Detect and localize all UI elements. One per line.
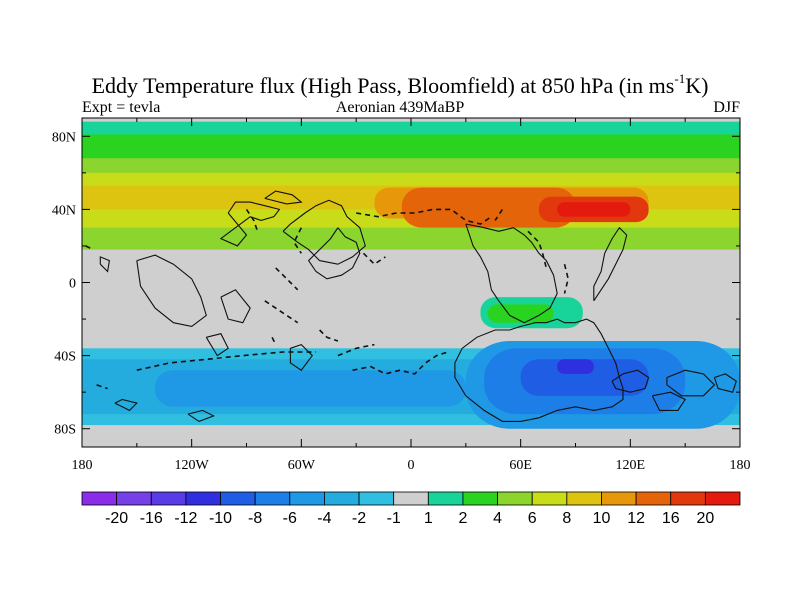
colorbar-label: -1 (387, 510, 401, 527)
colorbar-label: -6 (283, 510, 297, 527)
colorbar-label: -20 (105, 510, 128, 527)
x-tick-label: 0 (408, 458, 415, 473)
experiment-label: Expt = tevla (82, 99, 161, 116)
coastline-7 (205, 333, 229, 357)
flux-contour-band-8 (557, 202, 631, 217)
colorbar-label: 16 (662, 510, 680, 527)
colorbar-swatch (601, 491, 637, 506)
coastline-9 (465, 223, 558, 324)
coastline-15 (713, 373, 737, 393)
y-tick-label: 80S (54, 423, 76, 438)
coastline-16 (114, 398, 138, 412)
dashed-coastline-4 (245, 208, 259, 232)
colorbar-label: 2 (458, 510, 467, 527)
colorbar: -20 -16 -12 -10 -8 -6 -4 -2 -1 1 2 4 6 8 10 12 16 20 (81, 491, 741, 527)
x-tick-label: 180 (72, 458, 93, 473)
season-label: DJF (713, 99, 740, 116)
coastline-13 (666, 369, 716, 397)
dashed-coastline-8 (264, 300, 299, 324)
temperature-flux-field (82, 118, 740, 447)
colorbar-swatch (289, 491, 325, 506)
coastline-5 (307, 227, 361, 280)
coastline-3 (264, 190, 303, 205)
flux-contour-band-13 (155, 370, 466, 407)
x-tick-label: 120E (616, 458, 646, 473)
coastlines (85, 190, 737, 423)
colorbar-swatch (670, 491, 706, 506)
title-superscript: -1 (674, 71, 686, 86)
coastline-10 (454, 318, 624, 422)
title-text-end: K) (685, 73, 709, 98)
dashed-coastline-3 (352, 351, 448, 375)
coastline-12 (611, 369, 650, 393)
y-tick-label: 0 (69, 277, 76, 292)
coastline-4 (282, 199, 366, 265)
colorbar-swatch (185, 491, 221, 506)
coastline-14 (651, 391, 687, 411)
y-tick-label: 40N (52, 203, 76, 218)
colorbar-swatch (254, 491, 291, 506)
dashed-coastline-0 (136, 351, 316, 371)
colorbar-swatch (427, 491, 464, 506)
title-text-main: Eddy Temperature flux (High Pass, Bloomf… (91, 73, 675, 98)
colorbar-label: -4 (317, 510, 331, 527)
dashed-coastline-15 (319, 329, 339, 342)
colorbar-swatch (704, 491, 741, 506)
coastline-17 (187, 409, 215, 423)
x-tick-label: 60W (288, 458, 316, 473)
colorbar-label: -2 (352, 510, 366, 527)
colorbar-swatch (566, 491, 602, 506)
flux-contour-band-6 (401, 187, 576, 228)
map-axes: 180 120W 60W 0 60E 120E 180 80N 40N 0 40S 80S (52, 118, 751, 473)
colorbar-swatch (324, 491, 360, 506)
coastline-11 (593, 226, 628, 302)
dashed-coastline-1 (356, 208, 492, 225)
dashed-coastline-14 (271, 336, 277, 345)
flux-contour-band-10 (487, 304, 554, 323)
colorbar-label: 4 (493, 510, 502, 527)
colorbar-swatch (116, 491, 152, 506)
colorbar-swatch (220, 491, 256, 506)
map-title: Eddy Temperature flux (High Pass, Bloomf… (0, 66, 800, 99)
dashed-coastline-9 (527, 230, 548, 269)
colorbar-label: -16 (140, 510, 163, 527)
x-tick-label: 120W (175, 458, 210, 473)
colorbar-label: 1 (424, 510, 433, 527)
coastline-1 (136, 254, 207, 327)
colorbar-label: -12 (174, 510, 197, 527)
colorbar-label: 12 (627, 510, 645, 527)
colorbar-swatch (462, 491, 498, 506)
dashed-coastline-13 (96, 384, 108, 390)
x-tick-label: 60E (509, 458, 532, 473)
colorbar-swatch (81, 491, 118, 506)
coastline-8 (289, 343, 314, 371)
colorbar-label: -8 (248, 510, 262, 527)
colorbar-swatch (393, 491, 429, 506)
colorbar-swatch (531, 491, 568, 506)
colorbar-label: 10 (593, 510, 611, 527)
flux-contour-band-17 (557, 359, 594, 374)
colorbar-swatch (150, 491, 187, 506)
dashed-coastline-10 (494, 208, 504, 221)
period-label: Aeronian 439MaBP (335, 99, 465, 116)
coastline-6 (220, 289, 251, 324)
y-tick-label: 40S (54, 350, 76, 365)
colorbar-swatch (358, 491, 395, 506)
dashed-coastline-12 (85, 245, 94, 251)
colorbar-label: -10 (209, 510, 232, 527)
dashed-coastline-2 (337, 343, 375, 357)
colorbar-swatch (635, 491, 672, 506)
colorbar-label: 6 (528, 510, 537, 527)
y-tick-label: 80N (52, 130, 76, 145)
x-tick-label: 180 (730, 458, 751, 473)
colorbar-label: 20 (696, 510, 714, 527)
coastline-2 (219, 201, 281, 247)
colorbar-swatch (497, 491, 533, 506)
colorbar-label: 8 (562, 510, 571, 527)
coastline-0 (99, 256, 111, 273)
